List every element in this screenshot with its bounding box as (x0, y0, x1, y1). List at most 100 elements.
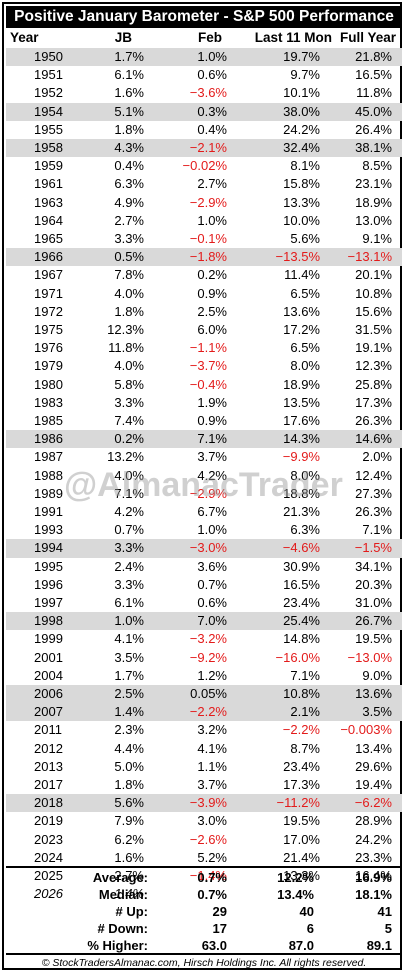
cell-jb: 4.4% (114, 740, 144, 756)
cell-feb: −0.1% (189, 231, 227, 246)
cell-jb: 2.4% (114, 558, 144, 574)
cell-jb: 4.2% (114, 504, 144, 519)
cell-year: 1983 (34, 394, 63, 410)
cell-last-11-mon: 21.3% (283, 504, 320, 519)
cell-feb: 7.1% (197, 431, 227, 447)
footer-divider (6, 953, 402, 955)
table-frame: Positive January Barometer - S&P 500 Per… (2, 2, 402, 970)
table-row: 1993 0.7% 1.0% 6.3% 7.1% (6, 521, 402, 539)
cell-full-year: 20.1% (355, 267, 392, 283)
cell-jb: 7.4% (114, 413, 144, 428)
cell-feb: 3.6% (197, 558, 227, 574)
cell-year: 1976 (34, 340, 63, 356)
cell-full-year: −1.5% (354, 540, 392, 556)
cell-year: 1991 (34, 504, 63, 519)
table-row: 1987 13.2% 3.7% −9.9% 2.0% (6, 448, 402, 466)
table-row: 2025 2.7% −1.4% 13.3% 16.4% (6, 867, 402, 885)
cell-jb: 6.1% (114, 67, 144, 83)
table-row: 2013 5.0% 1.1% 23.4% 29.6% (6, 758, 402, 776)
cell-full-year: 26.3% (355, 504, 392, 519)
table-row: 1951 6.1% 0.6% 9.7% 16.5% (6, 66, 402, 84)
cell-last-11-mon: −16.0% (275, 649, 320, 665)
summary-label: Median: (98, 887, 148, 902)
table-row: 1979 4.0% −3.7% 8.0% 12.3% (6, 357, 402, 375)
table-row: 1961 6.3% 2.7% 15.8% 23.1% (6, 175, 402, 193)
cell-feb: 0.9% (197, 285, 227, 301)
summary-full-year: 16.9% (355, 870, 392, 885)
cell-year: 2013 (34, 758, 63, 774)
cell-last-11-mon: 17.6% (283, 413, 320, 428)
table-title: Positive January Barometer - S&P 500 Per… (6, 6, 402, 28)
summary-row: % Higher: 63.0 87.0 89.1 (6, 937, 402, 954)
cell-last-11-mon: 13.5% (283, 394, 320, 410)
cell-year: 1950 (34, 49, 63, 64)
cell-last-11-mon: 15.8% (283, 176, 320, 192)
cell-jb: 4.1% (114, 631, 144, 647)
cell-last-11-mon: 5.6% (290, 231, 320, 246)
summary-label: % Higher: (87, 938, 148, 953)
cell-year: 2001 (34, 649, 63, 665)
cell-jb: 0.4% (114, 158, 144, 174)
cell-last-11-mon: 16.5% (283, 576, 320, 592)
cell-jb: 5.6% (114, 795, 144, 811)
cell-jb: 3.3% (114, 576, 144, 592)
cell-last-11-mon: 18.9% (283, 376, 320, 392)
cell-last-11-mon: 38.0% (283, 103, 320, 119)
cell-full-year: 12.3% (355, 358, 392, 374)
cell-jb: 6.2% (114, 831, 144, 847)
table-row: 1954 5.1% 0.3% 38.0% 45.0% (6, 102, 402, 121)
summary-divider (6, 866, 402, 868)
table-row: 1999 4.1% −3.2% 14.8% 19.5% (6, 630, 402, 648)
cell-feb: −9.2% (189, 649, 227, 665)
cell-last-11-mon: 14.3% (283, 431, 320, 447)
cell-last-11-mon: 10.0% (283, 212, 320, 228)
cell-jb: 1.4% (114, 704, 144, 720)
summary-last-11-mon: 12.2% (277, 870, 314, 885)
cell-feb: −1.1% (189, 340, 227, 356)
table-row: 1955 1.8% 0.4% 24.2% 26.4% (6, 121, 402, 139)
cell-year: 2011 (34, 722, 62, 738)
cell-last-11-mon: −11.2% (276, 795, 321, 811)
cell-year: 1979 (34, 358, 63, 374)
summary-label: Average: (92, 870, 148, 885)
summary-full-year: 5 (384, 921, 392, 936)
cell-jb: 0.5% (114, 249, 144, 265)
cell-jb: 1.8% (114, 303, 144, 319)
table-row: 1976 11.8% −1.1% 6.5% 19.1% (6, 339, 402, 357)
cell-last-11-mon: 14.8% (283, 631, 320, 647)
cell-full-year: 14.6% (355, 431, 392, 447)
cell-full-year: 26.7% (355, 613, 392, 629)
cell-last-11-mon: 8.0% (290, 467, 320, 483)
cell-jb: 1.0% (114, 613, 144, 629)
cell-year: 1951 (34, 67, 63, 83)
cell-full-year: 23.1% (355, 176, 392, 192)
table-row: 1963 4.9% −2.9% 13.3% 18.9% (6, 194, 402, 212)
cell-last-11-mon: 7.1% (290, 667, 320, 683)
cell-last-11-mon: 10.8% (283, 686, 320, 701)
cell-jb: 2.7% (114, 212, 144, 228)
cell-last-11-mon: 8.0% (290, 358, 320, 374)
cell-last-11-mon: 17.3% (283, 777, 320, 792)
cell-feb: −3.6% (189, 85, 227, 101)
cell-year: 2019 (34, 813, 63, 829)
cell-year: 1994 (34, 540, 63, 556)
summary-last-11-mon: 6 (306, 921, 314, 936)
cell-feb: 0.9% (197, 413, 227, 428)
table-row: 1994 3.3% −3.0% −4.6% −1.5% (6, 539, 402, 558)
summary-last-11-mon: 87.0 (288, 938, 314, 953)
cell-full-year: 15.6% (355, 303, 392, 319)
cell-full-year: 2.0% (362, 449, 392, 465)
table-row: 1980 5.8% −0.4% 18.9% 25.8% (6, 376, 402, 394)
cell-last-11-mon: 11.4% (284, 267, 320, 283)
cell-last-11-mon: 8.1% (290, 158, 320, 174)
cell-feb: 0.4% (197, 121, 227, 137)
table-row: 2024 1.6% 5.2% 21.4% 23.3% (6, 849, 402, 867)
cell-full-year: 19.5% (355, 631, 392, 647)
cell-year: 1989 (34, 485, 63, 501)
cell-full-year: 9.0% (362, 667, 392, 683)
cell-year: 2012 (34, 740, 63, 756)
cell-year: 1965 (34, 231, 63, 246)
cell-jb: 7.1% (114, 485, 144, 501)
cell-jb: 1.4% (114, 886, 144, 902)
cell-year: 1997 (34, 595, 63, 610)
